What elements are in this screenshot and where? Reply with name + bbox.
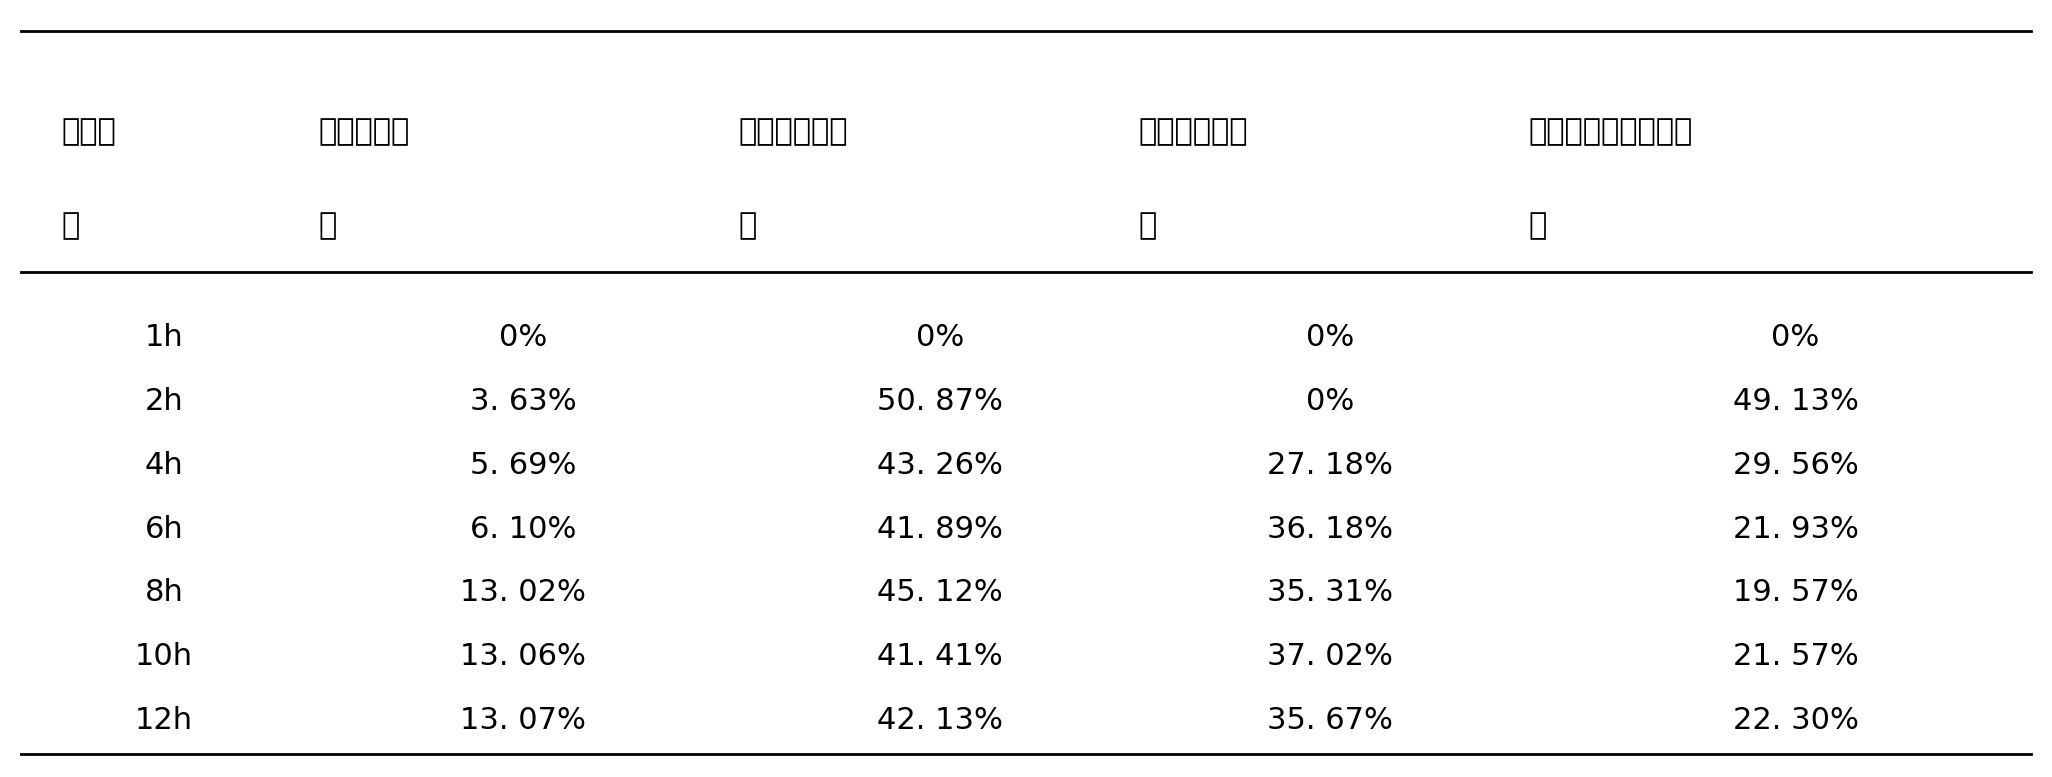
Text: 间: 间: [62, 211, 80, 240]
Text: 35. 67%: 35. 67%: [1266, 706, 1393, 735]
Text: 19. 57%: 19. 57%: [1732, 578, 1859, 608]
Text: 性: 性: [1139, 211, 1157, 240]
Text: 49. 13%: 49. 13%: [1732, 387, 1859, 416]
Text: 36. 18%: 36. 18%: [1266, 514, 1393, 544]
Text: 环己醇的选择: 环己醇的选择: [1139, 117, 1248, 147]
Text: 21. 57%: 21. 57%: [1732, 642, 1859, 671]
Text: 22. 30%: 22. 30%: [1732, 706, 1859, 735]
Text: 性: 性: [739, 211, 757, 240]
Text: 13. 02%: 13. 02%: [460, 578, 587, 608]
Text: 41. 41%: 41. 41%: [876, 642, 1003, 671]
Text: 反应时: 反应时: [62, 117, 117, 147]
Text: 43. 26%: 43. 26%: [876, 451, 1003, 480]
Text: 6. 10%: 6. 10%: [470, 514, 577, 544]
Text: 环己酮的选择: 环己酮的选择: [739, 117, 847, 147]
Text: 12h: 12h: [135, 706, 193, 735]
Text: 35. 31%: 35. 31%: [1266, 578, 1393, 608]
Text: 率: 率: [318, 211, 337, 240]
Text: 6h: 6h: [146, 514, 183, 544]
Text: 21. 93%: 21. 93%: [1732, 514, 1859, 544]
Text: 3. 63%: 3. 63%: [470, 387, 577, 416]
Text: 42. 13%: 42. 13%: [876, 706, 1003, 735]
Text: 0%: 0%: [1305, 387, 1354, 416]
Text: 27. 18%: 27. 18%: [1266, 451, 1393, 480]
Text: 0%: 0%: [1305, 323, 1354, 353]
Text: 0%: 0%: [915, 323, 964, 353]
Text: 41. 89%: 41. 89%: [876, 514, 1003, 544]
Text: 13. 06%: 13. 06%: [460, 642, 587, 671]
Text: 5. 69%: 5. 69%: [470, 451, 577, 480]
Text: 37. 02%: 37. 02%: [1266, 642, 1393, 671]
Text: 4h: 4h: [146, 451, 183, 480]
Text: 13. 07%: 13. 07%: [460, 706, 587, 735]
Text: 性: 性: [1529, 211, 1547, 240]
Text: 环己烷转化: 环己烷转化: [318, 117, 408, 147]
Text: 0%: 0%: [1771, 323, 1820, 353]
Text: 29. 56%: 29. 56%: [1732, 451, 1859, 480]
Text: 10h: 10h: [135, 642, 193, 671]
Text: 醋酸环己酮酯的选择: 醋酸环己酮酯的选择: [1529, 117, 1693, 147]
Text: 0%: 0%: [499, 323, 548, 353]
Text: 50. 87%: 50. 87%: [876, 387, 1003, 416]
Text: 45. 12%: 45. 12%: [876, 578, 1003, 608]
Text: 2h: 2h: [146, 387, 183, 416]
Text: 8h: 8h: [146, 578, 183, 608]
Text: 1h: 1h: [146, 323, 183, 353]
